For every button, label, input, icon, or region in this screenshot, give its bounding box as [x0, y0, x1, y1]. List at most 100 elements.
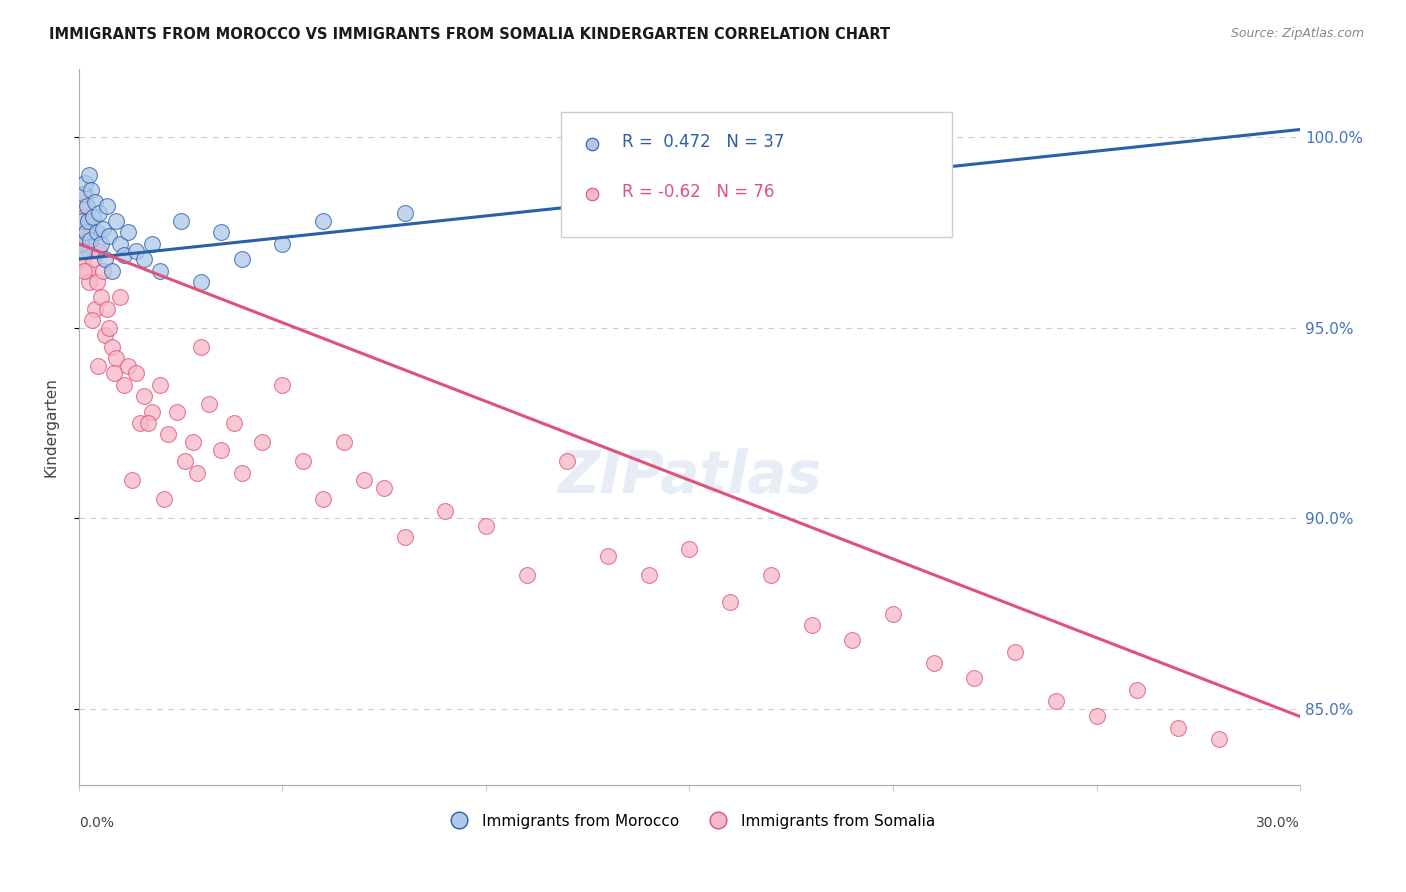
- Point: [82, 252, 104, 266]
- Point: [80, 313, 103, 327]
- Point: [1167, 721, 1189, 735]
- Text: 30.0%: 30.0%: [1257, 815, 1301, 830]
- Point: [190, 340, 212, 354]
- Point: [312, 214, 335, 228]
- Point: [89, 244, 111, 259]
- Point: [181, 435, 204, 450]
- Point: [1208, 732, 1230, 747]
- Point: [963, 672, 986, 686]
- Point: [76, 263, 98, 277]
- Point: [250, 435, 273, 450]
- Point: [153, 492, 176, 507]
- Point: [136, 416, 159, 430]
- Point: [70, 226, 93, 240]
- Point: [922, 122, 945, 136]
- Point: [475, 519, 498, 533]
- Point: [72, 252, 94, 266]
- Point: [112, 248, 135, 262]
- Text: Source: ZipAtlas.com: Source: ZipAtlas.com: [1230, 27, 1364, 40]
- Point: [70, 236, 93, 251]
- Point: [108, 236, 131, 251]
- Point: [100, 340, 122, 354]
- Point: [141, 236, 163, 251]
- Point: [173, 454, 195, 468]
- Point: [117, 226, 139, 240]
- Point: [100, 263, 122, 277]
- Y-axis label: Kindergarten: Kindergarten: [44, 376, 58, 476]
- Point: [1004, 645, 1026, 659]
- Point: [94, 328, 117, 343]
- Point: [373, 481, 395, 495]
- Point: [557, 454, 579, 468]
- Point: [1126, 682, 1149, 697]
- Point: [89, 206, 111, 220]
- Point: [72, 187, 94, 202]
- Point: [80, 184, 103, 198]
- Text: 0.0%: 0.0%: [79, 815, 114, 830]
- Point: [87, 359, 110, 373]
- Point: [132, 389, 155, 403]
- Point: [190, 275, 212, 289]
- Point: [103, 367, 125, 381]
- Point: [117, 359, 139, 373]
- Point: [79, 244, 101, 259]
- Point: [434, 503, 457, 517]
- Text: ZIPatlas: ZIPatlas: [557, 449, 821, 506]
- Point: [82, 210, 104, 224]
- Point: [94, 252, 117, 266]
- Point: [271, 236, 294, 251]
- Point: [90, 290, 112, 304]
- Point: [1085, 709, 1108, 723]
- Point: [93, 221, 115, 235]
- Point: [170, 214, 193, 228]
- Point: [841, 633, 863, 648]
- Point: [800, 618, 823, 632]
- Point: [96, 301, 118, 316]
- Point: [271, 377, 294, 392]
- Legend: Immigrants from Morocco, Immigrants from Somalia: Immigrants from Morocco, Immigrants from…: [439, 807, 941, 835]
- Point: [198, 397, 221, 411]
- Point: [86, 275, 108, 289]
- Point: [108, 290, 131, 304]
- Point: [90, 236, 112, 251]
- Point: [121, 473, 143, 487]
- Point: [596, 549, 619, 564]
- Point: [132, 252, 155, 266]
- Point: [231, 466, 253, 480]
- Point: [312, 492, 335, 507]
- Point: [222, 416, 245, 430]
- Point: [104, 351, 127, 366]
- Point: [73, 176, 96, 190]
- Point: [125, 244, 148, 259]
- Point: [149, 377, 172, 392]
- Point: [332, 435, 354, 450]
- Point: [98, 320, 121, 334]
- Point: [77, 214, 100, 228]
- Point: [73, 210, 96, 224]
- Point: [394, 530, 416, 544]
- Point: [125, 367, 148, 381]
- Text: R =  0.472   N = 37: R = 0.472 N = 37: [623, 133, 785, 151]
- Point: [112, 377, 135, 392]
- Point: [70, 214, 93, 228]
- Point: [157, 427, 180, 442]
- Point: [77, 275, 100, 289]
- Point: [73, 263, 96, 277]
- Point: [291, 454, 314, 468]
- Point: [77, 214, 100, 228]
- Text: IMMIGRANTS FROM MOROCCO VS IMMIGRANTS FROM SOMALIA KINDERGARTEN CORRELATION CHAR: IMMIGRANTS FROM MOROCCO VS IMMIGRANTS FR…: [49, 27, 890, 42]
- Point: [104, 214, 127, 228]
- Point: [75, 236, 97, 251]
- Point: [76, 199, 98, 213]
- Point: [96, 199, 118, 213]
- Point: [209, 226, 232, 240]
- Point: [80, 226, 103, 240]
- Point: [84, 194, 107, 209]
- Point: [516, 568, 538, 582]
- Point: [141, 404, 163, 418]
- Point: [84, 301, 107, 316]
- Point: [637, 568, 659, 582]
- Point: [394, 206, 416, 220]
- Point: [77, 168, 100, 182]
- Point: [353, 473, 375, 487]
